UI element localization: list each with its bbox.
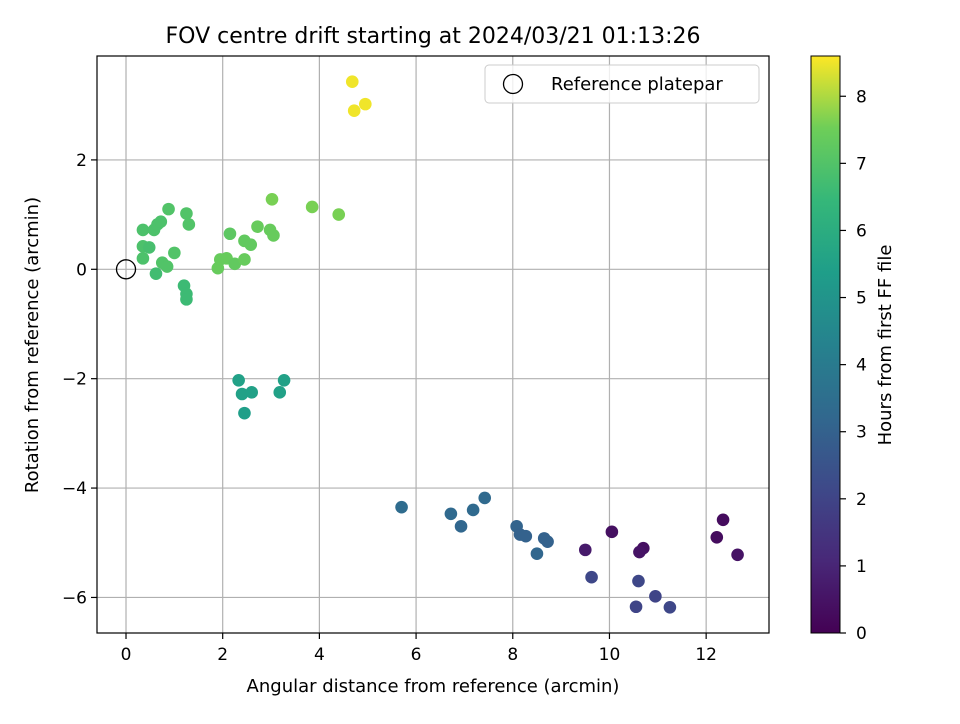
data-point: [359, 97, 372, 111]
data-point: [136, 252, 150, 265]
colorbar-tick-label: 3: [856, 423, 867, 443]
data-point: [347, 104, 361, 117]
colorbar-tick-label: 5: [856, 289, 867, 309]
data-point: [633, 545, 646, 559]
data-point: [154, 215, 168, 229]
chart-title: FOV centre drift starting at 2024/03/21 …: [166, 24, 701, 49]
x-tick-label: 12: [695, 645, 717, 665]
x-tick-label: 2: [217, 645, 228, 665]
data-point: [632, 574, 645, 588]
data-point: [345, 75, 359, 89]
x-tick-label: 0: [121, 645, 132, 665]
data-point: [519, 529, 533, 543]
legend-box: [484, 64, 760, 104]
colorbar-tick-label: 8: [856, 87, 867, 107]
legend-label: Reference platepar: [551, 74, 723, 95]
data-point: [605, 525, 619, 539]
data-point: [136, 223, 150, 237]
data-point: [162, 202, 175, 216]
data-point: [267, 229, 280, 242]
y-tick-label: −6: [62, 588, 87, 608]
data-point: [466, 503, 480, 517]
data-point: [238, 253, 251, 266]
colorbar-tick-label: 6: [856, 221, 867, 241]
data-point: [585, 570, 598, 584]
colorbar-tick-label: 2: [856, 490, 867, 510]
y-axis-label: Rotation from reference (arcmin): [22, 197, 43, 493]
x-axis-ticks: 0 2 4 6 8 10 12: [121, 633, 717, 665]
data-point: [273, 386, 287, 399]
colorbar-tick-label: 7: [856, 154, 867, 174]
data-point: [395, 500, 408, 514]
data-point: [663, 600, 677, 614]
data-point: [530, 547, 544, 560]
data-point: [160, 260, 174, 273]
data-point: [716, 513, 730, 527]
data-point: [710, 530, 724, 544]
plot-frame: [96, 55, 770, 634]
data-point: [245, 386, 259, 399]
data-point: [265, 192, 279, 206]
x-tick-label: 8: [507, 645, 518, 665]
data-point: [629, 600, 643, 614]
grid-lines: [97, 56, 769, 633]
y-tick-label: −2: [62, 370, 87, 390]
data-point: [168, 246, 181, 260]
colorbar-label: Hours from first FF file: [875, 245, 896, 446]
data-point: [238, 406, 251, 420]
data-point: [478, 491, 492, 505]
y-axis-ticks: −6 −4 −2 0 2: [62, 151, 97, 608]
data-point: [731, 548, 744, 562]
data-point: [182, 218, 196, 231]
data-point: [277, 374, 291, 387]
data-point: [232, 374, 245, 387]
x-tick-label: 10: [599, 645, 621, 665]
colorbar: [810, 55, 841, 634]
data-points: [136, 75, 744, 614]
colorbar-tick-label: 1: [856, 557, 867, 577]
data-point: [235, 387, 249, 401]
x-axis-label: Angular distance from reference (arcmin): [247, 676, 620, 697]
data-point: [244, 238, 258, 251]
data-point: [649, 590, 662, 603]
data-point: [454, 520, 468, 533]
data-point: [142, 241, 156, 254]
y-tick-label: 0: [76, 260, 87, 280]
data-point: [251, 220, 264, 233]
data-point: [332, 208, 346, 221]
y-tick-label: 2: [76, 151, 87, 171]
legend-marker-open-circle: [502, 73, 524, 95]
data-point: [223, 227, 237, 241]
colorbar-tick-label: 4: [856, 356, 867, 376]
data-point: [180, 207, 193, 220]
data-point: [578, 543, 592, 557]
data-point: [149, 267, 163, 280]
colorbar-tick-label: 0: [856, 624, 867, 644]
data-point: [228, 257, 242, 271]
colorbar-ticks: 0 1 2 3 4 5 6 7 8: [840, 87, 867, 644]
data-point: [305, 200, 319, 214]
reference-platepar-marker: [115, 259, 137, 280]
x-tick-label: 6: [411, 645, 422, 665]
data-point: [541, 535, 554, 548]
legend: Reference platepar: [484, 64, 760, 104]
reference-marker-group: [115, 259, 137, 280]
x-tick-label: 4: [314, 645, 325, 665]
data-point: [444, 507, 458, 521]
data-point: [180, 293, 193, 306]
y-tick-label: −4: [62, 479, 87, 499]
